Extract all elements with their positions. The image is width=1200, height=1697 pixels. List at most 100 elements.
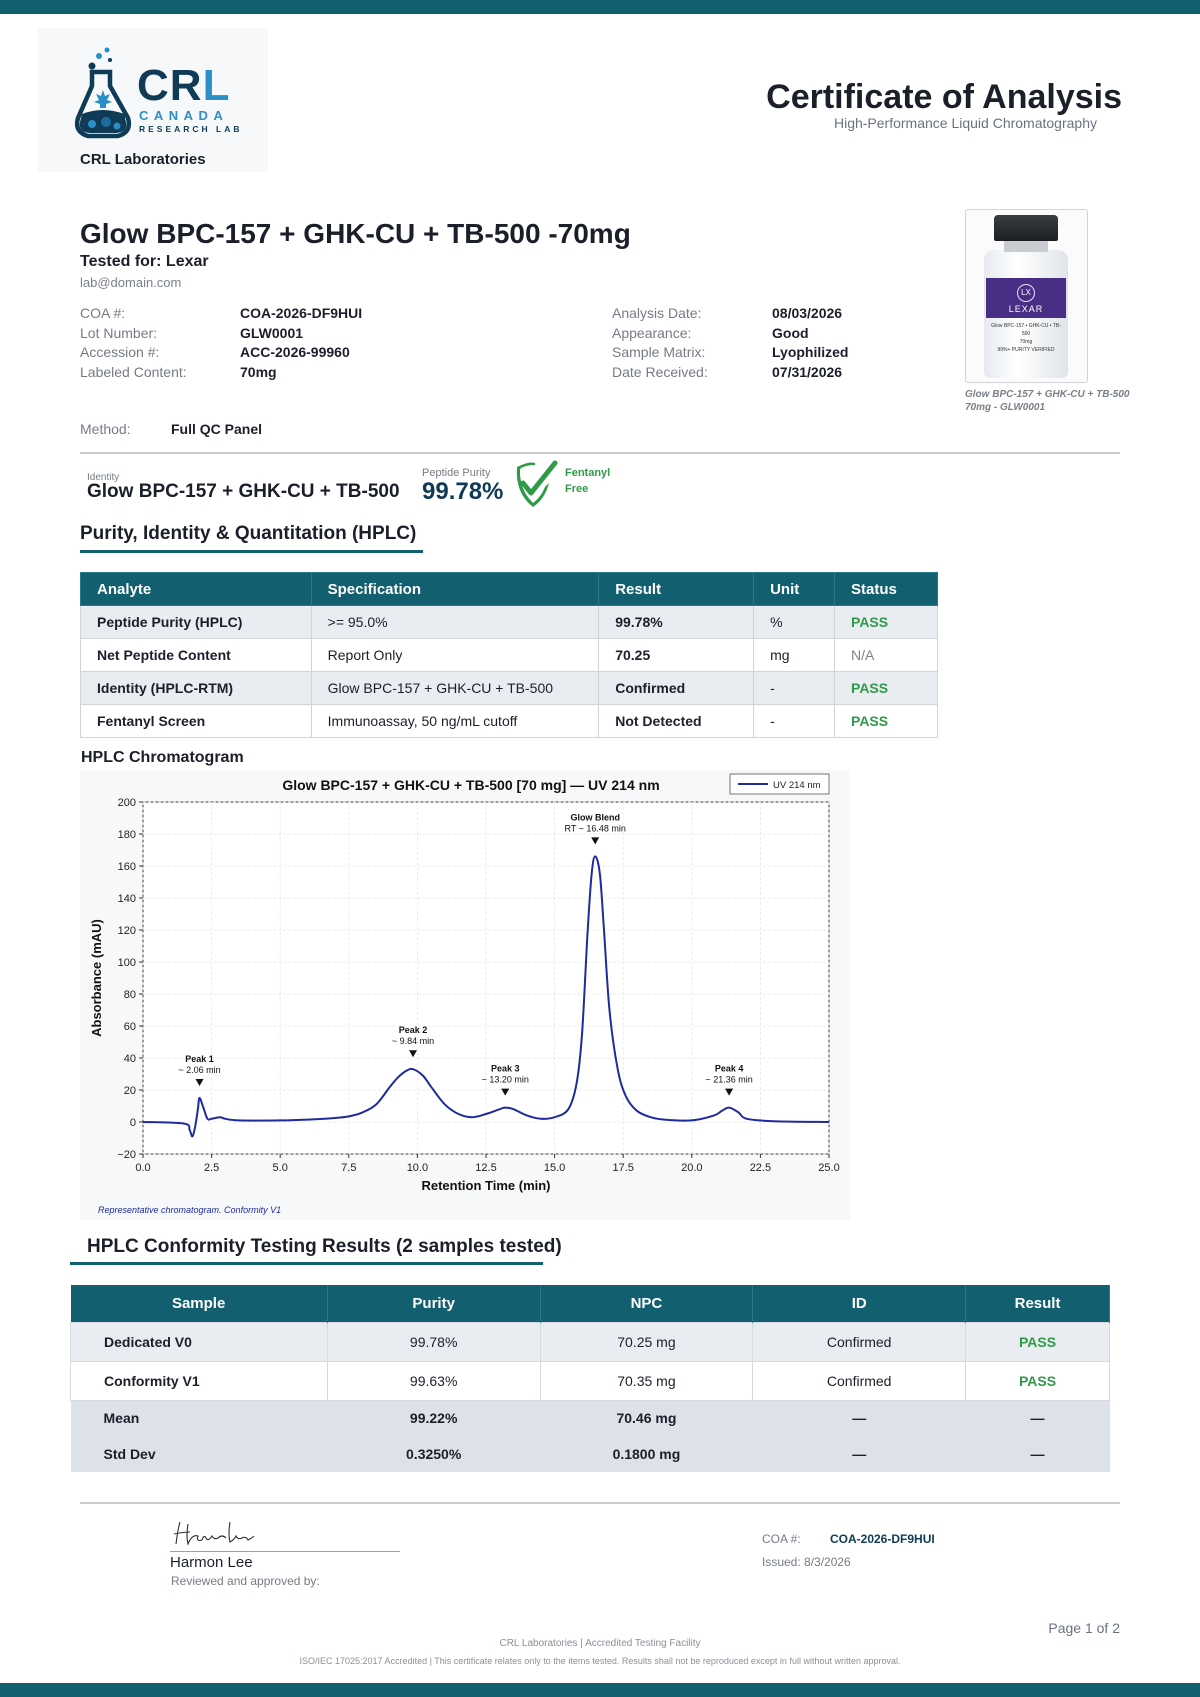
- peak-sublabel: RT ~ 16.48 min: [564, 823, 625, 833]
- stats-row-mean: Mean 99.22% 70.46 mg — —: [70, 1400, 1110, 1436]
- footer-disclaimer: ISO/IEC 17025:2017 Accredited | This cer…: [299, 1656, 901, 1666]
- shield-check-icon: [516, 460, 558, 507]
- y-tick-label: 120: [118, 925, 136, 937]
- meta-row-coa: COA #: COA-2026-DF9HUI: [80, 305, 363, 321]
- meta-row-appearance: Appearance: Good: [612, 324, 809, 341]
- peak-label: Peak 4: [715, 1064, 744, 1074]
- signature-line: [170, 1551, 400, 1552]
- y-tick-label: 80: [124, 989, 136, 1001]
- flask-logo-icon: [74, 47, 132, 139]
- column-header: Purity: [327, 1285, 541, 1322]
- status-badge: PASS: [834, 671, 938, 705]
- status-badge: PASS: [834, 704, 938, 738]
- product-title: Glow BPC-157 + GHK-CU + TB-500 -70mg: [80, 218, 631, 249]
- identity-value: Glow BPC-157 + GHK-CU + TB-500: [87, 481, 400, 502]
- x-tick-label: 15.0: [544, 1162, 565, 1174]
- vial-small-text: Glow BPC-157 • GHK-CU • TB-500 70mg 99%+…: [991, 323, 1061, 353]
- x-tick-label: 10.0: [407, 1162, 428, 1174]
- tested-for-label: Tested for: Lexar: [80, 253, 209, 270]
- y-axis-label: Absorbance (mAU): [89, 919, 104, 1037]
- page-number: Page 1 of 2: [1048, 1620, 1120, 1636]
- signer-role: Reviewed and approved by:: [171, 1574, 320, 1588]
- y-tick-label: 200: [118, 797, 136, 809]
- x-tick-label: 20.0: [681, 1162, 702, 1174]
- method-label: Method:: [80, 421, 131, 437]
- status-badge: N/A: [834, 638, 938, 672]
- method-value: Full QC Panel: [171, 421, 263, 437]
- x-tick-label: 25.0: [818, 1162, 839, 1174]
- chart-title: Glow BPC-157 + GHK-CU + TB-500 [70 mg] —…: [282, 777, 659, 793]
- contact-email: lab@domain.com: [80, 275, 182, 290]
- conformity-results-table: Sample Purity NPC ID Result Dedicated V0…: [70, 1285, 1110, 1472]
- series-line-uv-214: [142, 855, 830, 1138]
- peak-marker: [195, 1079, 204, 1086]
- peak-marker: [725, 1088, 734, 1096]
- column-header: NPC: [540, 1285, 754, 1322]
- meta-row-date-received: Date Received: 07/31/2026: [612, 363, 843, 380]
- y-tick-label: −20: [117, 1149, 136, 1161]
- bottom-accent-bar: [0, 1683, 1200, 1697]
- status-badge: PASS: [834, 605, 938, 639]
- legend-label: UV 214 nm: [773, 780, 821, 791]
- vial-caption: Glow BPC-157 + GHK-CU + TB-500 70mg - GL…: [965, 389, 1130, 413]
- fentanyl-free-label: Free: [565, 483, 589, 495]
- y-tick-label: 100: [118, 957, 136, 969]
- table-row: Conformity V1 99.63% 70.35 mg Confirmed …: [70, 1360, 1110, 1401]
- stats-row-std-dev: Std Dev 0.3250% 0.1800 mg — —: [70, 1436, 1110, 1472]
- meta-row-analysis-date: Analysis Date: 08/03/2026: [612, 305, 843, 321]
- x-tick-label: 12.5: [475, 1162, 496, 1174]
- hplc-chromatogram-chart: 0.0 2.5 5.0 7.5 10.0 12.5 15.0 17.5 20.0 22.5 25.0…: [89, 773, 840, 1215]
- vial-neck: [1004, 240, 1048, 252]
- chromatogram-heading: HPLC Chromatogram: [81, 749, 244, 766]
- legend-box: [729, 773, 830, 795]
- section-title-hplc: Purity, Identity & Quantitation (HPLC): [80, 523, 417, 544]
- logo-subtitle-text: RESEARCH LAB: [139, 124, 243, 134]
- column-header: Result: [598, 572, 755, 606]
- peak-marker: [409, 1050, 418, 1058]
- meta-row-accession: Accession #: ACC-2026-99960: [80, 344, 350, 360]
- vial-cap: [994, 215, 1058, 241]
- peptide-purity-value: 99.78%: [422, 478, 504, 505]
- divider: [80, 452, 1120, 454]
- peak-label: Peak 3: [491, 1064, 520, 1074]
- vial-logo-icon: LX: [1017, 284, 1035, 302]
- peak-marker: [591, 837, 600, 845]
- document-subtitle: High-Performance Liquid Chromatography: [833, 115, 1097, 131]
- lab-logo-panel: [38, 28, 268, 172]
- logo-wordmark: CRL: [137, 61, 231, 110]
- column-header: Unit: [753, 572, 836, 606]
- table-header-row: Analyte Specification Result Unit Status: [80, 572, 938, 606]
- sample-details-left: COA #: COA-2026-DF9HUI Lot Number: GLW0001…: [80, 304, 362, 382]
- peptide-purity-label: Peptide Purity: [422, 467, 491, 479]
- peak-sublabel: ~ 21.36 min: [705, 1075, 752, 1085]
- vial-brand: LEXAR: [1008, 304, 1044, 314]
- x-tick-label: 22.5: [750, 1162, 771, 1174]
- column-header: ID: [752, 1285, 967, 1322]
- chart-caption: Representative chromatogram. Conformity …: [98, 1205, 281, 1215]
- peak-sublabel: ~ 9.84 min: [392, 1036, 434, 1046]
- peak-marker: [501, 1088, 510, 1096]
- x-tick-label: 5.0: [273, 1162, 288, 1174]
- footer-lab-line: CRL Laboratories | Accredited Testing Fa…: [499, 1638, 701, 1649]
- y-tick-label: 0: [130, 1117, 136, 1129]
- meta-row-sample-matrix: Sample Matrix: Lyophilized: [612, 344, 849, 360]
- identity-label: Identity: [87, 472, 120, 483]
- column-header: Analyte: [80, 572, 312, 606]
- meta-row-labeled-content: Labeled Content: 70mg: [80, 363, 277, 380]
- logo-canada-text: CANADA: [139, 108, 229, 123]
- y-tick-label: 140: [118, 893, 136, 905]
- column-header: Status: [834, 572, 938, 606]
- column-header: Result: [965, 1285, 1110, 1322]
- sample-details-right: Analysis Date: 08/03/2026 Appearance: Good…: [612, 304, 848, 382]
- section-underline: [80, 550, 423, 553]
- divider: [80, 1502, 1120, 1504]
- footer-coa-number: COA-2026-DF9HUI: [830, 1532, 935, 1546]
- peak-label: Glow Blend: [570, 812, 620, 822]
- y-tick-label: 40: [124, 1053, 136, 1065]
- document-title: Certificate of Analysis: [766, 78, 1122, 116]
- x-tick-label: 2.5: [204, 1162, 219, 1174]
- peak-sublabel: ~ 2.06 min: [178, 1065, 220, 1075]
- section-title-conformity: HPLC Conformity Testing Results (2 sampl…: [87, 1236, 562, 1257]
- peak-label: Peak 2: [399, 1025, 428, 1035]
- table-row: Dedicated V0 99.78% 70.25 mg Confirmed P…: [70, 1321, 1110, 1362]
